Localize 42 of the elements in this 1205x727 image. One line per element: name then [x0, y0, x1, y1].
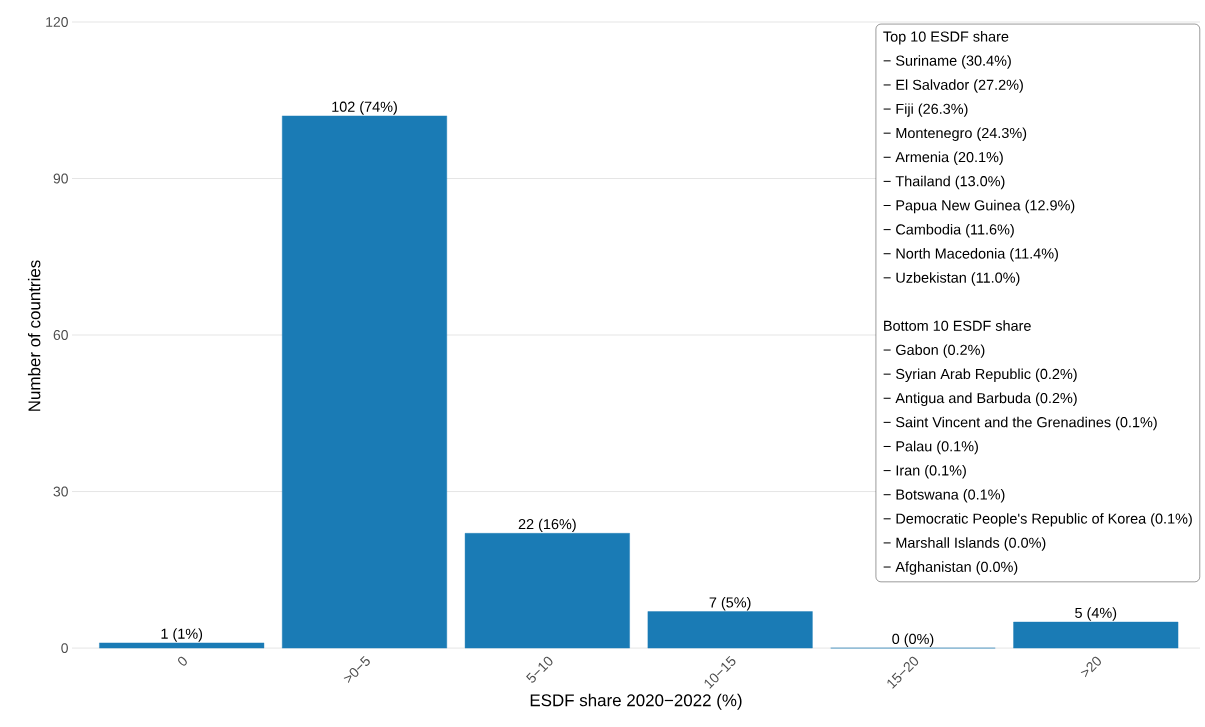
- x-axis-title: ESDF share 2020−2022 (%): [530, 693, 742, 710]
- annotation: − El Salvador (27.2%): [883, 79, 1023, 93]
- annotation: − Thailand (13.0%): [883, 175, 1005, 190]
- annotation: − Cambodia (11.6%): [883, 223, 1014, 238]
- data-label: 102 (74%): [332, 101, 397, 115]
- y-tick-label: 60: [53, 330, 68, 340]
- annotation: Top 10 ESDF share: [883, 31, 1009, 45]
- y-tick-label: 120: [46, 17, 68, 27]
- annotation: − Saint Vincent and the Grenadines (0.1%): [883, 416, 1157, 431]
- annotation: − Iran (0.1%): [883, 464, 966, 479]
- data-label: 7 (5%): [709, 596, 751, 611]
- annotation: − Botswana (0.1%): [883, 489, 1005, 503]
- bar: [464, 533, 630, 649]
- bar: [99, 642, 265, 649]
- annotation: − North Macedonia (11.4%): [883, 248, 1058, 262]
- annotation: − Uzbekistan (11.0%): [883, 272, 1020, 286]
- y-axis-title: Number of countries: [27, 260, 41, 411]
- data-label: 5 (4%): [1075, 607, 1117, 621]
- x-tick-label: 0: [177, 656, 187, 666]
- annotation: − Afghanistan (0.0%): [883, 561, 1018, 575]
- annotation: − Armenia (20.1%): [883, 151, 1003, 166]
- bar: [647, 611, 813, 649]
- annotation: − Gabon (0.2%): [883, 344, 985, 358]
- annotation: − Marshall Islands (0.0%): [883, 537, 1046, 551]
- data-label: 22 (16%): [518, 518, 576, 533]
- annotation: − Papua New Guinea (12.9%): [883, 199, 1075, 214]
- annotation: − Fiji (26.3%): [883, 103, 968, 117]
- x-tick-label: >20: [1080, 656, 1101, 678]
- annotation: − Montenegro (24.3%): [883, 127, 1027, 141]
- y-tick-label: 30: [53, 486, 68, 497]
- annotation: − Antigua and Barbuda (0.2%): [883, 392, 1077, 407]
- annotation: Bottom 10 ESDF share: [884, 320, 1031, 331]
- annotation: − Palau (0.1%): [883, 440, 978, 455]
- bar: [1013, 621, 1179, 649]
- annotation: − Suriname (30.4%): [883, 55, 1011, 69]
- y-tick-label: 0: [61, 643, 68, 654]
- bar: [282, 115, 447, 649]
- data-label: 1 (1%): [161, 628, 203, 642]
- data-label: 0 (0%): [892, 633, 934, 647]
- annotation: − Democratic People's Republic of Korea (0.1%): [883, 513, 1192, 527]
- y-tick-label: 90: [53, 173, 68, 184]
- annotation: − Syrian Arab Republic (0.2%): [883, 368, 1077, 382]
